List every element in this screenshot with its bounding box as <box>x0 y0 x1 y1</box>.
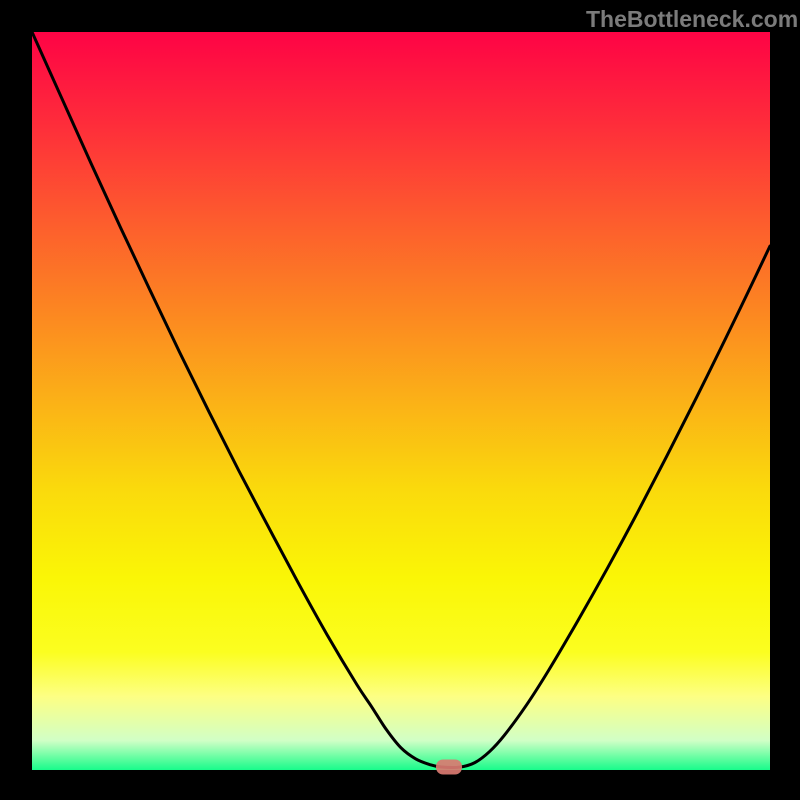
watermark-text: TheBottleneck.com <box>586 6 798 33</box>
gradient-background <box>32 32 770 770</box>
valley-marker <box>436 759 462 774</box>
chart-frame: TheBottleneck.com <box>0 0 800 800</box>
plot-area <box>32 32 770 770</box>
plot-svg <box>32 32 770 770</box>
